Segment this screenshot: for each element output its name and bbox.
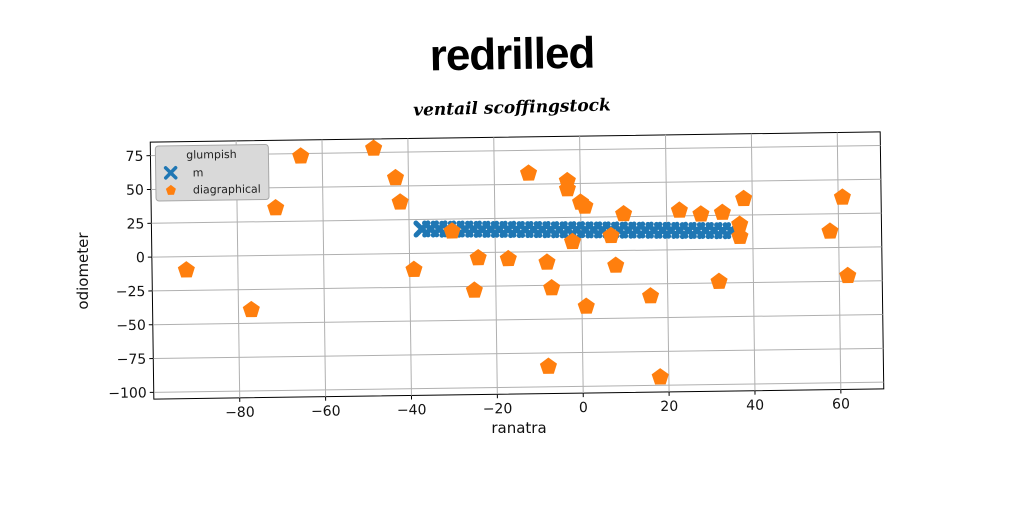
x-axis-label: ranatra bbox=[491, 419, 546, 437]
y-gridline bbox=[152, 280, 883, 292]
data-point-diagraphical bbox=[731, 227, 749, 245]
data-point-diagraphical bbox=[839, 266, 857, 284]
y-tick-label: 75 bbox=[126, 149, 144, 165]
data-point-diagraphical bbox=[539, 357, 557, 374]
data-point-diagraphical bbox=[821, 222, 839, 239]
data-point-diagraphical bbox=[469, 248, 487, 266]
data-point-diagraphical bbox=[670, 201, 688, 218]
plot-area: −80 −60 −40 −20 0 20 40 60 75 50 25 0 −25 −50 −75 −100… bbox=[108, 131, 885, 421]
data-point-diagraphical bbox=[615, 205, 633, 222]
data-point-diagraphical bbox=[391, 193, 409, 210]
x-tick-label: 0 bbox=[579, 400, 588, 416]
data-point-diagraphical bbox=[731, 215, 749, 232]
y-tick-label: 0 bbox=[136, 250, 145, 266]
y-tick-label: 50 bbox=[126, 183, 144, 199]
y-gridline bbox=[152, 314, 883, 326]
gridlines bbox=[150, 132, 884, 398]
data-point-diagraphical bbox=[538, 253, 556, 270]
x-tick-label: −40 bbox=[397, 402, 427, 418]
data-point-diagraphical bbox=[576, 197, 594, 214]
data-point-diagraphical bbox=[713, 203, 731, 220]
y-tick-label: −50 bbox=[116, 318, 146, 334]
x-tick-label: 20 bbox=[660, 399, 678, 415]
y-gridline bbox=[153, 381, 884, 393]
data-point-diagraphical bbox=[292, 147, 310, 164]
x-gridline bbox=[664, 134, 670, 392]
data-point-diagraphical bbox=[267, 198, 285, 216]
y-tick-label: −100 bbox=[108, 385, 147, 402]
y-gridline bbox=[153, 347, 884, 360]
data-point-diagraphical bbox=[519, 164, 538, 181]
legend-marker-m bbox=[163, 166, 178, 180]
y-gridline bbox=[151, 212, 882, 224]
legend-label-diagraphical: diagraphical bbox=[193, 183, 261, 197]
data-marks bbox=[177, 139, 857, 385]
y-gridline bbox=[151, 246, 882, 258]
x-tick-label: −20 bbox=[483, 401, 513, 417]
y-gridline bbox=[150, 178, 881, 190]
x-gridline bbox=[579, 136, 584, 394]
data-point-diagraphical bbox=[405, 260, 423, 278]
data-point-diagraphical bbox=[833, 188, 851, 205]
legend-title: glumpish bbox=[186, 148, 237, 162]
x-gridline bbox=[750, 133, 756, 391]
x-tick-label: −80 bbox=[225, 405, 255, 421]
y-gridline bbox=[150, 144, 881, 157]
legend-marker-diagraphical bbox=[165, 184, 176, 195]
data-point-diagraphical bbox=[386, 168, 405, 186]
data-point-diagraphical bbox=[735, 189, 753, 207]
legend-box bbox=[154, 144, 270, 202]
data-point-diagraphical bbox=[242, 300, 260, 318]
data-point-diagraphical bbox=[692, 205, 710, 222]
x-gridline bbox=[321, 139, 327, 397]
y-tick-label: 25 bbox=[126, 216, 144, 232]
x-gridline bbox=[493, 137, 498, 395]
data-point-diagraphical bbox=[651, 368, 669, 385]
data-point-diagraphical bbox=[607, 256, 625, 273]
x-tick-label: 60 bbox=[832, 396, 850, 412]
y-axis-label: odiometer bbox=[74, 232, 92, 310]
data-point-diagraphical bbox=[602, 226, 620, 244]
x-tick-label: 40 bbox=[746, 398, 764, 414]
data-point-diagraphical bbox=[365, 139, 383, 156]
data-point-diagraphical bbox=[558, 180, 577, 197]
y-tick-label: −75 bbox=[117, 352, 147, 368]
y-axis-ticks: 75 50 25 0 −25 −50 −75 −100 bbox=[108, 149, 154, 402]
data-point-diagraphical bbox=[642, 287, 660, 304]
data-point-diagraphical bbox=[563, 232, 582, 250]
data-point-diagraphical bbox=[499, 249, 517, 267]
x-gridline bbox=[836, 132, 842, 390]
legend-label-m: m bbox=[193, 166, 204, 179]
data-point-diagraphical bbox=[543, 279, 561, 296]
data-point-diagraphical bbox=[710, 272, 728, 289]
data-point-diagraphical bbox=[577, 297, 595, 314]
data-point-diagraphical bbox=[177, 261, 195, 278]
data-point-diagraphical bbox=[443, 222, 461, 239]
x-axis-ticks: −80 −60 −40 −20 0 20 40 60 bbox=[225, 389, 850, 421]
data-point-diagraphical bbox=[465, 281, 483, 298]
plot-frame bbox=[149, 131, 885, 400]
legend: glumpish m diagraphical bbox=[154, 144, 270, 202]
y-tick-label: −25 bbox=[116, 284, 146, 300]
x-tick-label: −60 bbox=[311, 403, 341, 419]
